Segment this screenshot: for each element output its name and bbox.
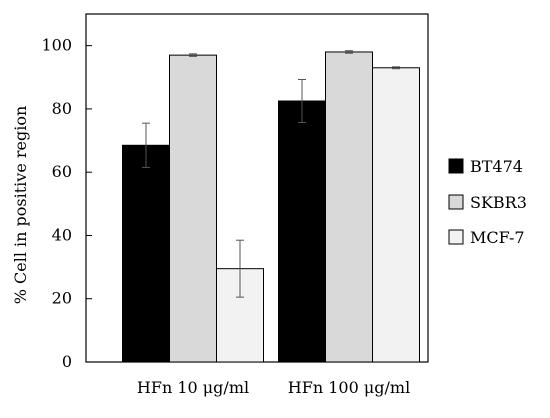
x-category-label: HFn 100 μg/ml [288,378,410,397]
legend-label: BT474 [470,157,523,176]
bar-skbr3-1 [325,51,373,363]
bar-bt474-1 [278,100,326,363]
y-axis-label: % Cell in positive region [11,106,30,305]
error-bars [142,50,400,298]
bars [122,51,420,363]
y-tick-label: 40 [52,225,72,244]
legend-label: MCF-7 [470,228,525,247]
legend: BT474 SKBR3 MCF-7 [448,157,527,247]
y-tick-label: 60 [52,162,72,181]
y-tick-label: 100 [41,36,72,55]
x-category-label: HFn 10 μg/ml [137,378,249,397]
legend-swatch [448,229,464,245]
y-tick-label: 20 [52,289,72,308]
y-tick-label: 80 [52,99,72,118]
bar-mcf-7-1 [372,67,420,363]
y-axis-ticks: 0 20 40 60 80 100 [41,36,92,371]
legend-label: SKBR3 [470,193,527,212]
bar-skbr3-0 [169,54,217,363]
legend-swatch [448,194,464,210]
y-tick-label: 0 [62,352,72,371]
bar-bt474-0 [122,144,170,363]
x-axis-category-labels: HFn 10 μg/ml HFn 100 μg/ml [137,378,410,397]
legend-swatch [448,158,464,174]
